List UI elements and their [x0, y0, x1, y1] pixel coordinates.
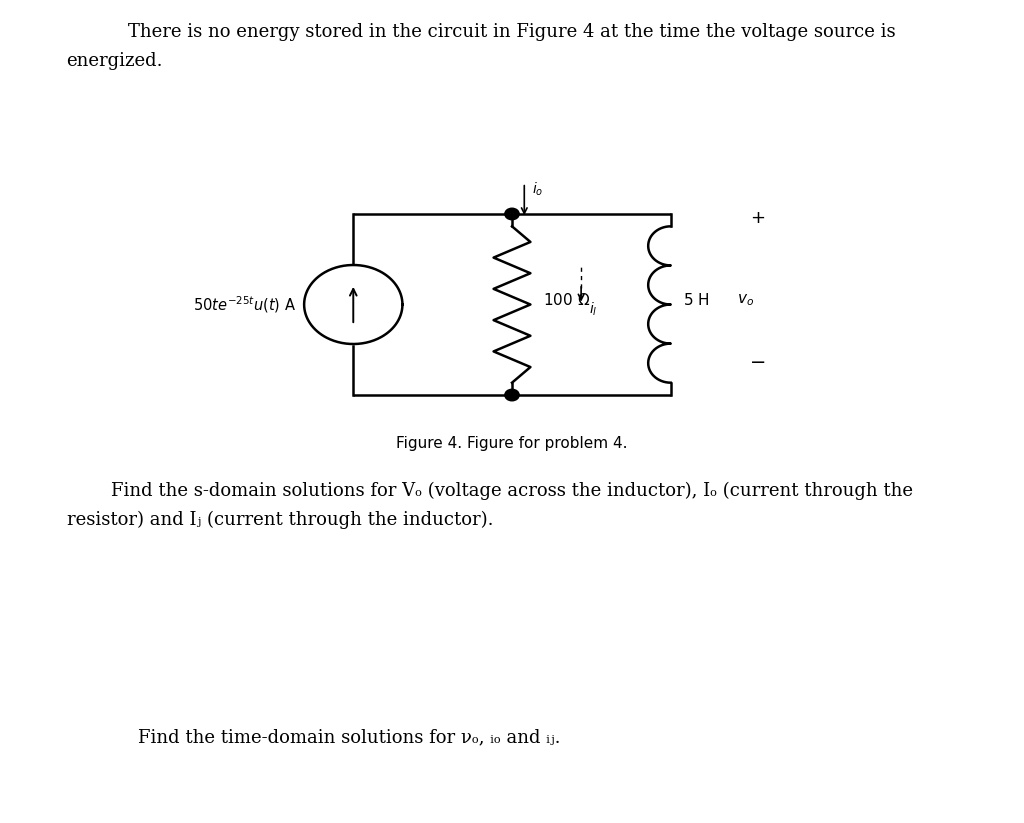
Text: −: −	[750, 352, 766, 372]
Text: Find the s-domain solutions for Vₒ (voltage across the inductor), Iₒ (current th: Find the s-domain solutions for Vₒ (volt…	[111, 481, 913, 500]
Circle shape	[505, 208, 519, 220]
Text: $50te^{-25t}u(t)$ A: $50te^{-25t}u(t)$ A	[193, 294, 296, 315]
Text: resistor) and Iⱼ (current through the inductor).: resistor) and Iⱼ (current through the in…	[67, 510, 494, 528]
Text: $i_l$: $i_l$	[590, 300, 598, 318]
Text: $5$ H: $5$ H	[683, 292, 710, 309]
Text: energized.: energized.	[67, 52, 163, 70]
Text: $i_o$: $i_o$	[532, 181, 544, 198]
Circle shape	[505, 389, 519, 401]
Text: Figure 4. Figure for problem 4.: Figure 4. Figure for problem 4.	[396, 436, 628, 451]
Text: $v_o$: $v_o$	[737, 292, 755, 309]
Text: +: +	[751, 209, 765, 227]
Text: There is no energy stored in the circuit in Figure 4 at the time the voltage sou: There is no energy stored in the circuit…	[128, 23, 896, 41]
Text: Find the time-domain solutions for νₒ, ᵢₒ and ᵢⱼ.: Find the time-domain solutions for νₒ, ᵢ…	[138, 728, 561, 746]
Text: $100\ \Omega$: $100\ \Omega$	[543, 292, 590, 309]
